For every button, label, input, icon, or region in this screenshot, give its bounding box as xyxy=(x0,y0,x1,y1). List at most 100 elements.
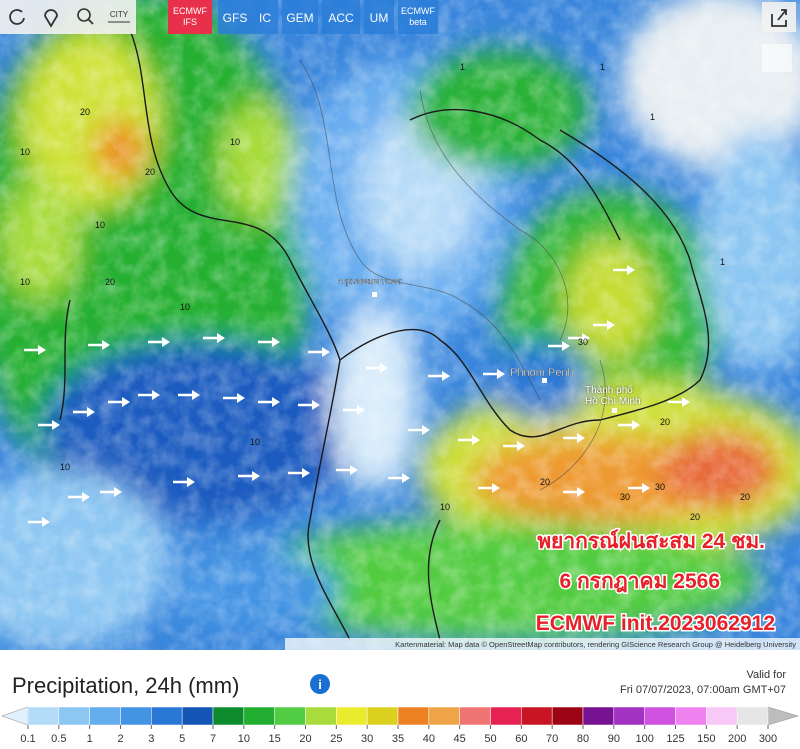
legend-tick-label: 0.5 xyxy=(51,733,66,745)
legend-swatch xyxy=(428,706,460,726)
legend-panel xyxy=(0,650,800,749)
legend-swatch xyxy=(274,706,306,726)
place-label: Thành phố Hồ Chí Minh xyxy=(585,385,641,407)
refresh-icon xyxy=(9,9,25,25)
legend-tick-label: 45 xyxy=(454,733,466,745)
contour-label: 1 xyxy=(600,62,605,72)
legend-tick-label: 60 xyxy=(515,733,527,745)
wind-arrow-head xyxy=(682,397,690,407)
wind-arrow-head xyxy=(302,468,310,478)
contour-label: 30 xyxy=(620,492,630,502)
contour-labels: 20 10 20 10 20 10 1 1 1 10 10 10 20 30 30 20 20 30 20 10 1 10 xyxy=(20,62,750,522)
valid-time: Fri 07/07/2023, 07:00am GMT+07 xyxy=(620,684,786,696)
wind-arrow-head xyxy=(114,487,122,497)
wind-arrow-head xyxy=(577,487,585,497)
contour-label: 10 xyxy=(20,277,30,287)
overlay-line: 6 กรกฎาคม 2566 xyxy=(559,570,720,593)
wind-arrows xyxy=(24,265,690,527)
zoom-icon xyxy=(87,18,94,25)
model-tab[interactable] xyxy=(398,0,438,34)
legend-tick-label: 40 xyxy=(423,733,435,745)
wind-arrow-head xyxy=(187,477,195,487)
contour-label: 1 xyxy=(720,257,725,267)
model-tab[interactable] xyxy=(364,0,394,34)
wind-arrow-head xyxy=(42,517,50,527)
legend-tick-label: 150 xyxy=(697,733,715,745)
legend-tick-label: 25 xyxy=(330,733,342,745)
legend-swatch xyxy=(120,706,152,726)
toolbar: CITY ECMWF IFS GFS IC GEM ACC UM ECMWF beta xyxy=(0,0,796,72)
model-tab[interactable] xyxy=(282,0,318,34)
model-tab-label: ECMWF beta xyxy=(401,6,435,27)
legend-swatch xyxy=(243,706,275,726)
legend-tick-label: 300 xyxy=(759,733,777,745)
contour-label: 10 xyxy=(60,462,70,472)
model-tab-label-line: IFS xyxy=(183,17,197,27)
share-button[interactable] xyxy=(762,2,796,32)
model-tab-label: ACC xyxy=(328,11,354,25)
wind-arrow-head xyxy=(562,341,570,351)
legend-tick-label: 2 xyxy=(117,733,123,745)
refresh-button[interactable] xyxy=(0,0,34,34)
overlay-line: ECMWF init.2023062912 xyxy=(536,612,775,635)
wind-arrow-head xyxy=(52,420,60,430)
contour-label: 10 xyxy=(230,137,240,147)
legend-tick-label: 0.1 xyxy=(20,733,35,745)
legend-swatch xyxy=(551,706,584,726)
model-tab[interactable] xyxy=(168,0,212,34)
info-button[interactable] xyxy=(310,674,330,694)
wind-arrow-head xyxy=(252,471,260,481)
contour-label: 20 xyxy=(105,277,115,287)
city-label: CITY xyxy=(110,10,129,19)
contour-label: 20 xyxy=(80,107,90,117)
legend-tick-label: 35 xyxy=(392,733,404,745)
legend-swatch xyxy=(305,706,337,726)
city-marker xyxy=(372,292,377,297)
info-icon: i xyxy=(318,677,322,692)
legend-swatch xyxy=(366,706,399,726)
overlay-line: พยากรณ์ฝนสะสม 24 ชม. xyxy=(537,529,765,553)
location-button[interactable] xyxy=(34,0,68,34)
model-tab[interactable] xyxy=(252,0,278,34)
wind-arrow-head xyxy=(632,420,640,430)
wind-arrow-head xyxy=(577,433,585,443)
color-legend: 0.1 0.5 1 2 3 5 7 10 15 20 25 30 35 40 45 50 60 70 80 90 100… xyxy=(1,706,800,745)
legend-tick-label: 200 xyxy=(728,733,746,745)
model-tab[interactable] xyxy=(218,0,252,34)
zoom-out-button[interactable] xyxy=(68,0,102,34)
model-tab[interactable] xyxy=(322,0,360,34)
contour-label: 20 xyxy=(660,417,670,427)
place-label-box: Thành phố Hồ Chí Minh xyxy=(585,385,641,407)
wind-arrow-head xyxy=(350,465,358,475)
model-tab-label-line: beta xyxy=(409,17,427,27)
legend-swatch xyxy=(151,706,183,726)
legend-swatch xyxy=(582,706,615,726)
model-tab-label: UM xyxy=(370,11,389,25)
legend-tick-label: 20 xyxy=(299,733,311,745)
legend-swatch xyxy=(27,706,60,726)
legend-swatch xyxy=(644,706,676,726)
city-button[interactable] xyxy=(102,0,136,34)
location-icon xyxy=(44,9,58,28)
city-marker xyxy=(542,378,547,383)
legend-tick-label: 30 xyxy=(361,733,373,745)
wind-arrow-head xyxy=(152,390,160,400)
wind-arrow-head xyxy=(402,473,410,483)
legend-tick-label: 3 xyxy=(148,733,154,745)
contour-label: 20 xyxy=(740,492,750,502)
map: 20 10 20 10 20 10 1 1 1 10 10 10 20 30 30 20 20 30 20 10 1 10… xyxy=(0,0,800,650)
legend-swatch xyxy=(675,706,707,726)
panel-title: Precipitation, 24h (mm) xyxy=(12,673,239,698)
coastlines xyxy=(59,29,710,641)
legend-tick-label: 1 xyxy=(87,733,93,745)
legend-tick-label: 80 xyxy=(577,733,589,745)
wind-arrow-head xyxy=(38,345,46,355)
contour-label: 1 xyxy=(460,62,465,72)
wind-arrow-head xyxy=(272,337,280,347)
legend-tick-label: 90 xyxy=(608,733,620,745)
screenshot-button[interactable] xyxy=(762,44,792,72)
wind-arrow-head xyxy=(472,435,480,445)
contour-label: 20 xyxy=(540,477,550,487)
wind-arrow-head xyxy=(87,407,95,417)
